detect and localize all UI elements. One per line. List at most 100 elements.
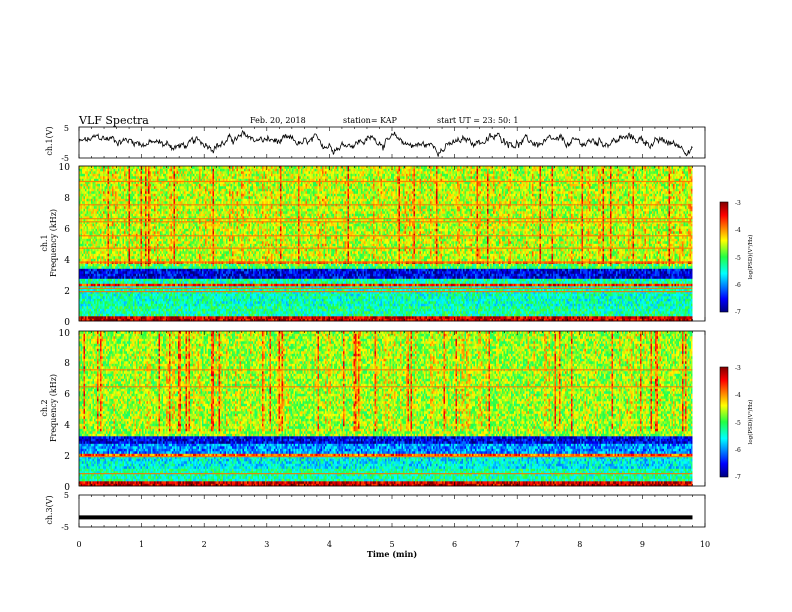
ch1-spectrogram-pixel	[98, 248, 101, 252]
ch1-spectrogram-pixel	[89, 298, 92, 302]
ch1-spectrogram-pixel	[101, 216, 104, 219]
ch1-spectrogram-pixel	[125, 251, 128, 254]
ch1-spectrogram-pixel	[115, 303, 117, 307]
ch1-spectrogram-pixel	[118, 186, 120, 189]
ch1-spectrogram-pixel	[109, 238, 111, 242]
ch1-spectrogram-pixel	[115, 291, 117, 294]
ch1-spectrogram-pixel	[122, 286, 125, 289]
ch1-spectrogram-pixel	[85, 296, 87, 299]
ch1-spectrogram-pixel	[98, 246, 101, 249]
ch1-spectrogram-pixel	[116, 253, 119, 257]
ch1-spectrogram-pixel	[110, 191, 113, 194]
ch1-spectrogram-pixel	[88, 301, 90, 304]
ch1-spectrogram-pixel	[110, 201, 113, 204]
ch1-spectrogram-pixel	[116, 316, 119, 319]
ch1-spectrogram-pixel	[103, 181, 105, 184]
ch1-spectrogram-pixel	[80, 171, 83, 174]
ch1-spectrogram-pixel	[101, 213, 104, 217]
ch1-spectrogram-pixel	[85, 276, 87, 279]
ch1-spectrogram-pixel	[83, 223, 86, 227]
ch1-spectrogram-pixel	[124, 193, 126, 197]
ch1-spectrogram-pixel	[79, 228, 81, 232]
ch1-spectrogram-pixel	[109, 181, 111, 184]
ch1-spectrogram-pixel	[110, 186, 113, 189]
ch1-spectrogram-pixel	[106, 238, 108, 242]
ch1-spectrogram-pixel	[86, 236, 89, 239]
ch1-spectrogram-pixel	[121, 283, 123, 287]
ch1-spectrogram-pixel	[89, 241, 92, 244]
ch1-spectrogram-pixel	[107, 228, 110, 232]
ch1-spectrogram-pixel	[82, 263, 84, 267]
ch1-spectrogram-pixel	[116, 301, 119, 304]
ch1-spectrogram-pixel	[106, 296, 108, 299]
ch1-spectrogram-pixel	[85, 178, 87, 182]
ch1-spectrogram-pixel	[122, 183, 125, 187]
ch1-spectrogram-pixel	[110, 181, 113, 184]
ch1-spectrogram-pixel	[113, 178, 116, 182]
ch1-spectrogram-pixel	[98, 223, 101, 227]
ch1-spectrogram-pixel	[113, 238, 116, 242]
ch1-spectrogram-pixel	[80, 303, 83, 307]
ch1-spectrogram-pixel	[98, 201, 101, 204]
ch1-spectrogram-pixel	[97, 306, 99, 309]
ch1-spectrogram-pixel	[121, 226, 123, 229]
ch1-spectrogram-pixel	[92, 313, 95, 317]
ch1-spectrogram-pixel	[95, 223, 98, 227]
ch1-spectrogram-pixel	[88, 288, 90, 292]
ch1-spectrogram-pixel	[92, 213, 95, 217]
ch1-spectrogram-pixel	[119, 208, 122, 212]
ch1-spectrogram-pixel	[109, 233, 111, 237]
ch1-spectrogram-pixel	[119, 253, 122, 257]
ch1-spectrogram-pixel	[116, 243, 119, 247]
ch1-spectrogram-pixel	[83, 196, 86, 199]
ch1-spectrogram-pixel	[119, 196, 122, 199]
ch1-spectrogram-pixel	[88, 181, 90, 184]
ch1-spectrogram-pixel	[119, 226, 122, 229]
ch1-spectrogram-pixel	[125, 303, 128, 307]
ch1-spectrogram-pixel	[113, 241, 116, 244]
ch1-spectrogram-pixel	[124, 178, 126, 182]
ch1-spectrogram-pixel	[121, 193, 123, 197]
ch1-spectrogram-pixel	[94, 273, 96, 277]
ch1-spectrogram-pixel	[91, 241, 93, 244]
ch1-spectrogram-pixel	[82, 258, 84, 262]
ch1-spectrogram-pixel	[106, 191, 108, 194]
ch1-spectrogram-pixel	[122, 258, 125, 262]
ch1-spectrogram-pixel	[98, 243, 101, 247]
ch1-spectrogram-pixel	[79, 276, 81, 279]
ch1-spectrogram-pixel	[107, 191, 110, 194]
ch1-spectrogram-pixel	[107, 276, 110, 279]
ch1-spectrogram-pixel	[124, 271, 126, 274]
ch1-spectrogram-ylabel-line1: ch.1	[40, 234, 49, 251]
ch1-spectrogram-pixel	[89, 188, 92, 192]
ch1-spectrogram-pixel	[89, 191, 92, 194]
ch1-spectrogram-pixel	[116, 193, 119, 197]
ch1-spectrogram-pixel	[100, 311, 102, 314]
ch1-spectrogram-pixel	[91, 178, 93, 182]
ch1-spectrogram-pixel	[107, 211, 110, 214]
ch1-spectrogram-pixel	[100, 258, 102, 262]
ch1-spectrogram-pixel	[113, 248, 116, 252]
ch1-spectrogram-pixel	[119, 318, 122, 322]
ch1-spectrogram-pixel	[80, 288, 83, 292]
ch1-spectrogram-pixel	[100, 316, 102, 319]
ch1-spectrogram-pixel	[88, 311, 90, 314]
ch1-spectrogram-pixel	[125, 286, 128, 289]
ch1-spectrogram-pixel	[101, 311, 104, 314]
ch1-spectrogram-pixel	[83, 193, 86, 197]
ch1-spectrogram-pixel	[124, 283, 126, 287]
ch1-spectrogram-pixel	[113, 196, 116, 199]
ch1-spectrogram-pixel	[119, 311, 122, 314]
ch1-spectrogram-pixel	[106, 278, 108, 282]
ch1-spectrogram-pixel	[124, 188, 126, 192]
ch1-spectrogram-pixel	[85, 193, 87, 197]
ch1-spectrogram-pixel	[104, 306, 107, 309]
ch1-spectrogram-pixel	[92, 283, 95, 287]
ch1-spectrogram-pixel	[86, 273, 89, 277]
ch1-spectrogram-pixel	[107, 248, 110, 252]
ch1-spectrogram-pixel	[115, 198, 117, 202]
ch1-spectrogram-pixel	[122, 291, 125, 294]
ch1-spectrogram-pixel	[82, 228, 84, 232]
ch1-spectrogram-pixel	[112, 183, 114, 187]
ch1-spectrogram-pixel	[107, 281, 110, 284]
